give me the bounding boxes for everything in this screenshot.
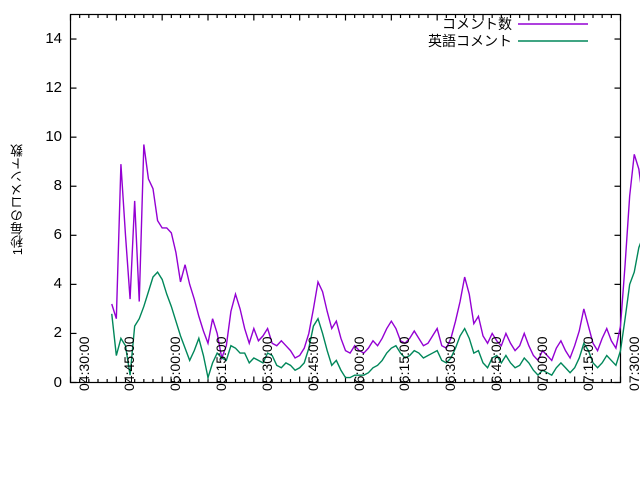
x-tick-label: 05:00:00 <box>167 336 184 392</box>
x-tick-label: 05:30:00 <box>258 336 275 392</box>
legend-label-2: 英語コメント <box>428 33 512 49</box>
y-tick-label: 2 <box>53 324 62 342</box>
x-tick-label: 07:00:00 <box>533 336 550 392</box>
plot-border <box>69 13 622 384</box>
x-tick-label: 07:30:00 <box>625 336 640 392</box>
x-tick-label: 04:45:00 <box>121 336 138 392</box>
x-tick-label: 07:15:00 <box>579 336 596 392</box>
y-tick-label: 10 <box>45 128 62 146</box>
y-tick-label: 12 <box>45 79 62 97</box>
y-tick-label: 0 <box>53 373 62 391</box>
x-tick-label: 06:30:00 <box>442 336 459 392</box>
series-line-1 <box>111 144 640 362</box>
x-tick-label: 04:30:00 <box>75 336 92 392</box>
y-tick-label: 8 <box>53 177 62 195</box>
y-tick-label: 6 <box>53 226 62 244</box>
x-tick-label: 05:45:00 <box>304 336 321 392</box>
x-tick-label: 06:15:00 <box>396 336 413 392</box>
series-line-2 <box>111 242 640 381</box>
x-tick-label: 06:00:00 <box>350 336 367 392</box>
legend-label-1: コメント数 <box>442 16 512 32</box>
y-tick-label: 14 <box>45 30 62 48</box>
y-tick-label: 4 <box>53 275 62 293</box>
x-tick-label: 05:15:00 <box>213 336 229 392</box>
x-tick-label: 06:45:00 <box>488 336 504 392</box>
